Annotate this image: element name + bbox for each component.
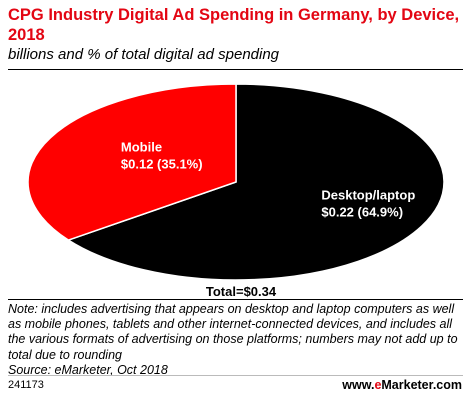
chart-id: 241173 <box>8 379 44 391</box>
chart-subtitle: billions and % of total digital ad spend… <box>8 46 280 63</box>
brand-e: e <box>374 378 382 392</box>
total-label: Total=$0.34 <box>206 284 277 299</box>
divider-note <box>8 299 463 300</box>
brand-logo[interactable]: www.eMarketer.com <box>342 378 462 392</box>
chart-note: Note: includes advertising that appears … <box>8 302 463 378</box>
pie-slice-mobile <box>27 83 237 241</box>
brand-rest: Marketer.com <box>381 378 462 392</box>
divider-top <box>8 69 463 70</box>
chart-title: CPG Industry Digital Ad Spending in Germ… <box>8 6 460 44</box>
brand-prefix: www. <box>342 378 375 392</box>
pie-slice-desktop-laptop <box>66 83 445 281</box>
source-text: Source: eMarketer, Oct 2018 <box>8 362 168 377</box>
slice-label-1: Mobile <box>121 140 162 155</box>
slice-label-0: Desktop/laptop <box>321 187 415 202</box>
slice-value-label-0: $0.22 (64.9%) <box>321 204 403 219</box>
divider-footer <box>8 375 463 376</box>
note-text: Note: includes advertising that appears … <box>8 302 458 362</box>
slice-value-label-1: $0.12 (35.1%) <box>121 157 203 172</box>
